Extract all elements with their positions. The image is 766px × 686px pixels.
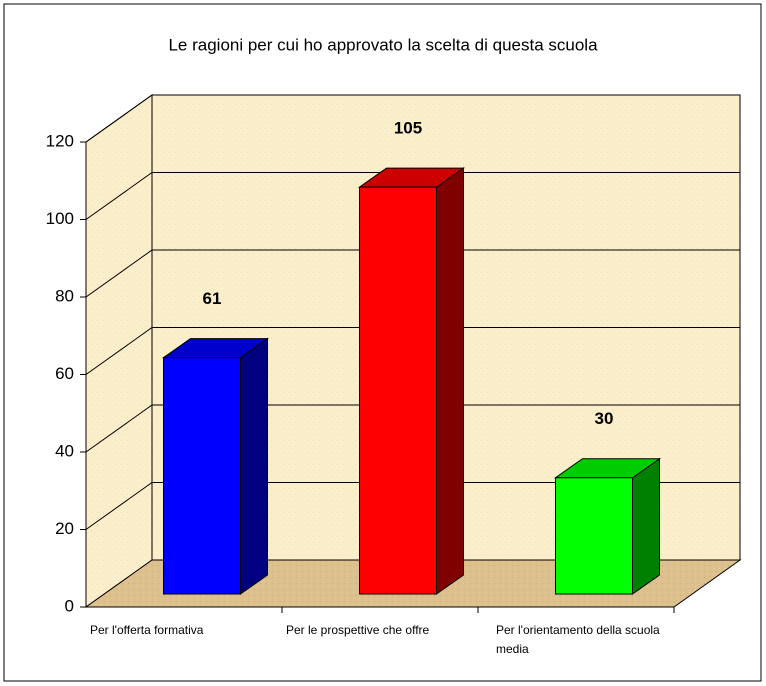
grid-line <box>85 482 740 530</box>
chart-title: Le ragioni per cui ho approvato la scelt… <box>168 35 598 54</box>
bar <box>555 477 633 595</box>
value-label: 105 <box>394 119 422 138</box>
x-tick-label: Per l'offerta formativa <box>90 623 204 637</box>
y-tick-label: 0 <box>65 596 74 615</box>
value-label: 30 <box>595 409 614 428</box>
bar-side <box>240 337 268 595</box>
grid-line <box>85 404 740 453</box>
y-tick-label: 40 <box>55 441 74 460</box>
bar-side <box>436 167 464 595</box>
bar-side <box>632 457 660 595</box>
x-tick-label: Per l'orientamento della scuola media <box>496 623 660 656</box>
y-tick-label: 80 <box>55 286 74 305</box>
bar <box>359 186 437 595</box>
grid-line <box>85 249 740 298</box>
grid-line <box>85 94 740 143</box>
y-tick-label: 120 <box>46 131 74 150</box>
y-tick-label: 20 <box>55 519 74 538</box>
y-tick-label: 100 <box>46 209 74 228</box>
grid-line <box>85 327 740 375</box>
value-label: 61 <box>203 289 222 308</box>
x-tick-label: Per le prospettive che offre <box>286 623 430 637</box>
y-tick-label: 60 <box>55 364 74 383</box>
grid-line <box>85 172 740 220</box>
bar <box>163 357 241 595</box>
